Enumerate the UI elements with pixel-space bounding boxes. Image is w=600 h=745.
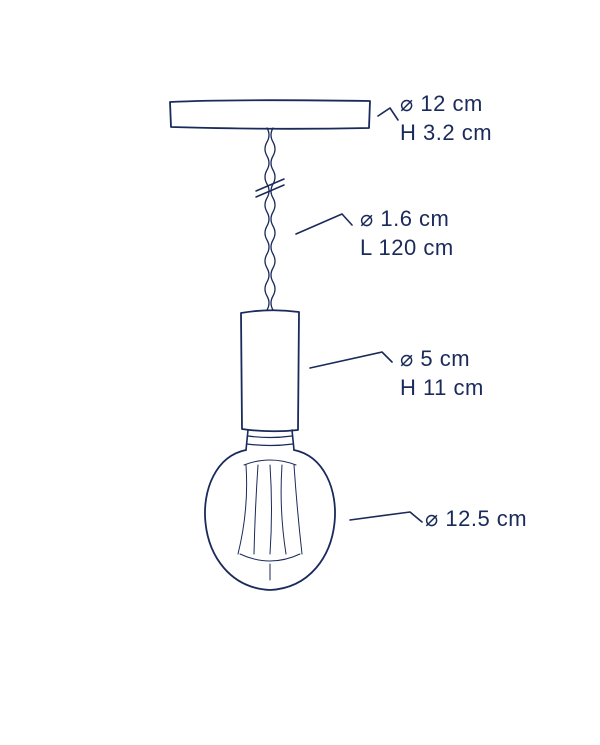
canopy-dimension-label: ⌀ 12 cm H 3.2 cm bbox=[400, 90, 492, 147]
bulb-dimension-label: ⌀ 12.5 cm bbox=[425, 505, 527, 534]
cable-dimension-label: ⌀ 1.6 cm L 120 cm bbox=[360, 205, 454, 262]
holder-dimension-label: ⌀ 5 cm H 11 cm bbox=[400, 345, 484, 402]
pendant-lamp-sketch bbox=[0, 0, 600, 745]
